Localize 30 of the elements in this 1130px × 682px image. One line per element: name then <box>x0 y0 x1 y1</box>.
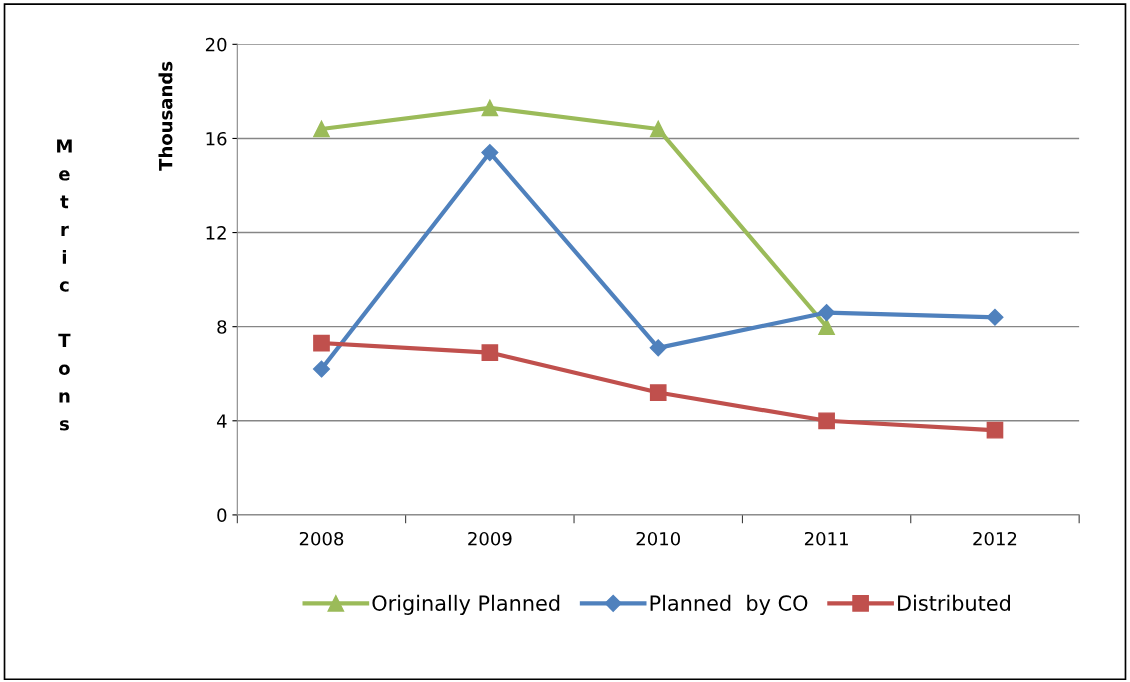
y-tick-label: 8 <box>217 320 227 334</box>
point <box>649 339 667 357</box>
x-tick-label: 2009 <box>468 531 512 546</box>
x-tick-label: 2011 <box>804 531 848 546</box>
point <box>481 144 499 162</box>
y-tick-label: 16 <box>206 131 227 146</box>
point <box>986 308 1004 326</box>
y-tick-label: 4 <box>216 414 227 428</box>
y-tick-label: 0 <box>217 508 227 523</box>
point <box>818 304 836 322</box>
text: Thousands <box>158 61 173 171</box>
point <box>481 344 499 361</box>
text: Metric Tons <box>57 139 72 431</box>
legend-label: Originally Planned <box>372 594 560 615</box>
x-tick-label: 2012 <box>973 531 1017 546</box>
point <box>818 318 835 336</box>
point <box>649 384 667 401</box>
y-tick-label: 12 <box>206 226 226 240</box>
point <box>481 99 499 117</box>
point <box>649 120 667 138</box>
x-tick-label: 2010 <box>636 531 680 546</box>
legend-label: Planned by CO <box>650 594 808 615</box>
point <box>818 412 835 430</box>
point <box>313 334 330 352</box>
point <box>312 360 331 378</box>
x-tick-label: 2008 <box>299 531 344 546</box>
point <box>313 120 330 138</box>
legend-label: Distributed <box>898 594 1010 611</box>
point <box>986 421 1004 439</box>
y-tick-label: 20 <box>205 37 227 52</box>
